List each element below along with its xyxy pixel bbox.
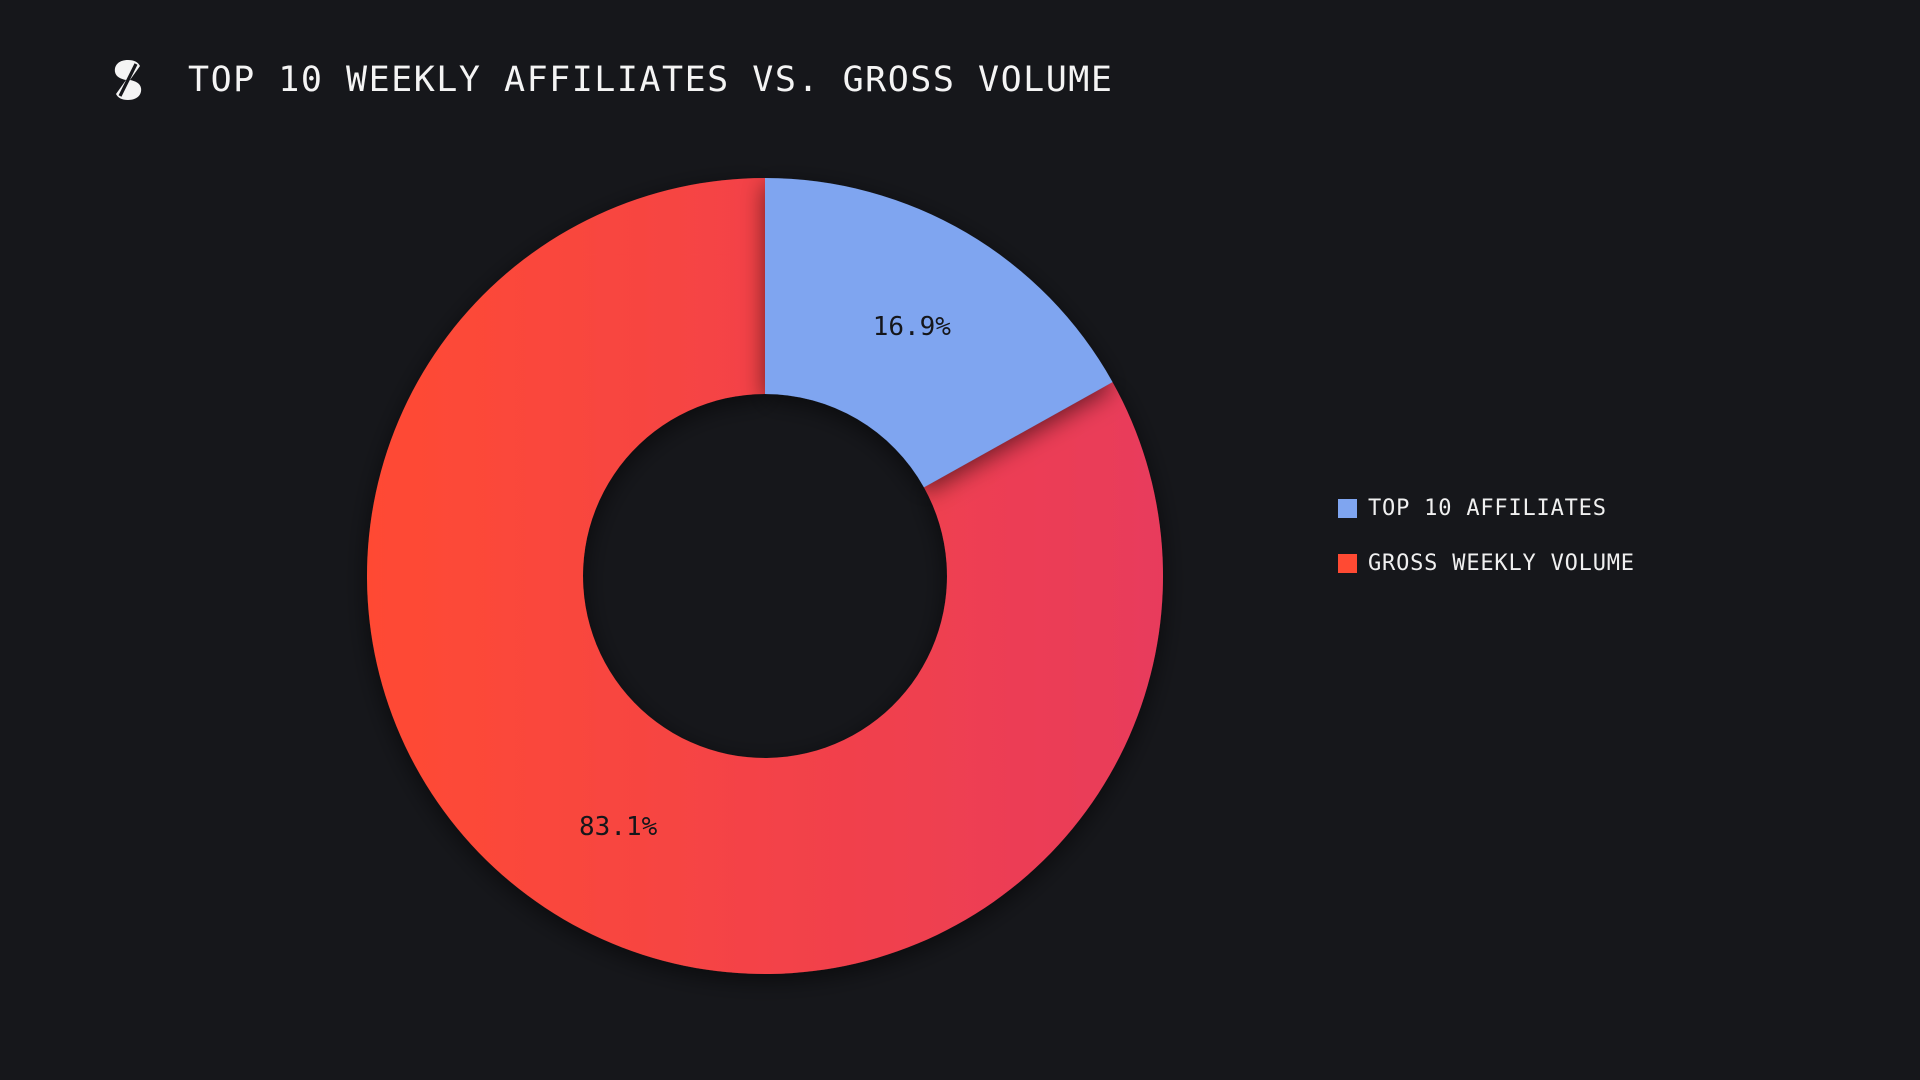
slice-label-gross-volume: 83.1%: [579, 812, 658, 842]
donut-slice-labels: 16.9% 83.1%: [579, 312, 951, 842]
legend-label-gross-volume: GROSS WEEKLY VOLUME: [1368, 550, 1635, 576]
chart-header: TOP 10 WEEKLY AFFILIATES VS. GROSS VOLUM…: [110, 52, 1113, 108]
donut-slice-affiliates: [765, 178, 1113, 488]
chart-legend: TOP 10 AFFILIATES GROSS WEEKLY VOLUME: [1338, 494, 1635, 604]
donut-slice-gross-volume: [367, 178, 1163, 974]
donut-slices: [367, 178, 1163, 974]
slice-label-affiliates: 16.9%: [873, 312, 952, 342]
chart-title: TOP 10 WEEKLY AFFILIATES VS. GROSS VOLUM…: [188, 60, 1114, 100]
legend-item-gross-volume: GROSS WEEKLY VOLUME: [1338, 549, 1635, 577]
legend-swatch-affiliates: [1338, 498, 1357, 518]
legend-label-affiliates: TOP 10 AFFILIATES: [1368, 495, 1607, 521]
slash-s-logo-icon: [110, 56, 146, 104]
legend-item-affiliates: TOP 10 AFFILIATES: [1338, 494, 1635, 522]
legend-swatch-gross-volume: [1338, 553, 1357, 573]
